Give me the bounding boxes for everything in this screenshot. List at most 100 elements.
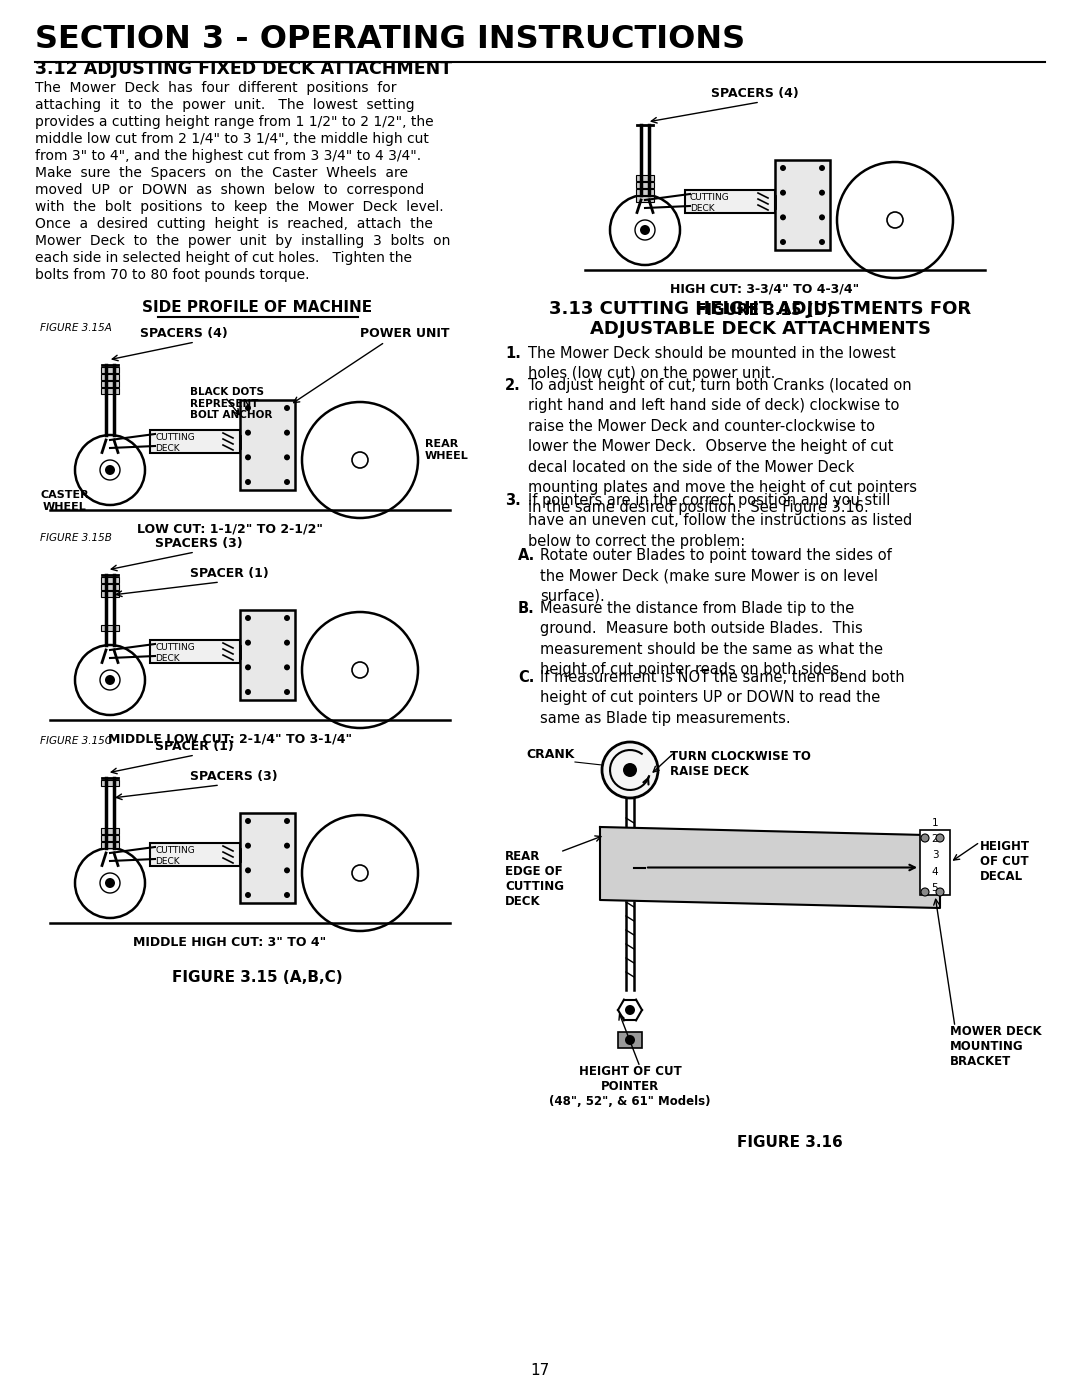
Circle shape [921, 834, 929, 842]
Circle shape [780, 190, 786, 196]
Text: 2: 2 [932, 834, 939, 844]
Circle shape [105, 877, 114, 888]
Circle shape [284, 615, 291, 622]
Text: Rotate outer Blades to point toward the sides of
the Mower Deck (make sure Mower: Rotate outer Blades to point toward the … [540, 548, 892, 604]
Text: MOWER DECK
MOUNTING
BRACKET: MOWER DECK MOUNTING BRACKET [950, 1025, 1041, 1067]
Text: HIGH CUT: 3-3/4" TO 4-3/4": HIGH CUT: 3-3/4" TO 4-3/4" [671, 284, 860, 296]
Circle shape [284, 868, 291, 873]
Text: A.: A. [518, 548, 536, 563]
Circle shape [245, 665, 251, 671]
Bar [240, 400, 295, 490]
Text: Mower  Deck  to  the  power  unit  by  installing  3  bolts  on: Mower Deck to the power unit by installi… [35, 235, 450, 249]
Bar [102, 624, 119, 631]
Text: 1.: 1. [505, 346, 521, 360]
Text: FIGURE 3.15A: FIGURE 3.15A [40, 323, 112, 332]
Text: FIGURE 3.16: FIGURE 3.16 [738, 1134, 842, 1150]
Bar [102, 577, 119, 583]
Text: DECK: DECK [156, 444, 179, 453]
Text: SPACERS (3): SPACERS (3) [156, 536, 243, 550]
Text: SPACER (1): SPACER (1) [190, 567, 269, 580]
Bar [150, 842, 240, 866]
Circle shape [245, 405, 251, 411]
Circle shape [105, 465, 114, 475]
Bar [102, 367, 119, 373]
Circle shape [245, 868, 251, 873]
Text: DECK: DECK [156, 856, 179, 866]
Text: POWER UNIT: POWER UNIT [360, 327, 449, 339]
Text: Once  a  desired  cutting  height  is  reached,  attach  the: Once a desired cutting height is reached… [35, 217, 433, 231]
Text: CUTTING: CUTTING [690, 193, 730, 203]
Circle shape [936, 834, 944, 842]
Text: CUTTING: CUTTING [156, 433, 194, 441]
Text: SPACERS (4): SPACERS (4) [140, 327, 228, 339]
Bar [775, 161, 831, 250]
Bar [102, 381, 119, 387]
Text: CASTER
WHEEL: CASTER WHEEL [41, 490, 90, 511]
Text: FIGURE 3.15 (A,B,C): FIGURE 3.15 (A,B,C) [172, 970, 342, 985]
Text: FIGURE 3.15 (D): FIGURE 3.15 (D) [697, 303, 834, 319]
Text: FIGURE 3.15C: FIGURE 3.15C [40, 736, 112, 746]
Text: 2.: 2. [505, 379, 521, 393]
Text: moved  UP  or  DOWN  as  shown  below  to  correspond: moved UP or DOWN as shown below to corre… [35, 183, 424, 197]
Text: 1: 1 [932, 819, 939, 828]
Circle shape [245, 640, 251, 645]
Text: B.: B. [518, 601, 535, 616]
Text: REAR
EDGE OF
CUTTING
DECK: REAR EDGE OF CUTTING DECK [505, 849, 564, 908]
Text: SIDE PROFILE OF MACHINE: SIDE PROFILE OF MACHINE [143, 300, 373, 314]
Circle shape [284, 665, 291, 671]
Bar [150, 640, 240, 664]
Bar [102, 842, 119, 848]
Bar [685, 190, 775, 212]
Circle shape [819, 190, 825, 196]
Text: with  the  bolt  positions  to  keep  the  Mower  Deck  level.: with the bolt positions to keep the Mowe… [35, 200, 444, 214]
Text: bolts from 70 to 80 foot pounds torque.: bolts from 70 to 80 foot pounds torque. [35, 268, 310, 282]
Text: HEIGHT OF CUT
POINTER
(48", 52", & 61" Models): HEIGHT OF CUT POINTER (48", 52", & 61" M… [550, 1065, 711, 1108]
Circle shape [245, 430, 251, 436]
Text: attaching  it  to  the  power  unit.   The  lowest  setting: attaching it to the power unit. The lowe… [35, 98, 415, 112]
Text: 3: 3 [932, 851, 939, 861]
Circle shape [245, 615, 251, 622]
Text: MIDDLE HIGH CUT: 3" TO 4": MIDDLE HIGH CUT: 3" TO 4" [133, 936, 326, 949]
Text: from 3" to 4", and the highest cut from 3 3/4" to 4 3/4".: from 3" to 4", and the highest cut from … [35, 149, 421, 163]
Text: 4: 4 [932, 866, 939, 877]
Circle shape [625, 1004, 635, 1016]
Bar [102, 591, 119, 597]
Circle shape [245, 893, 251, 898]
Text: Make  sure  the  Spacers  on  the  Caster  Wheels  are: Make sure the Spacers on the Caster Whee… [35, 166, 408, 180]
Bar [240, 610, 295, 700]
Text: each side in selected height of cut holes.   Tighten the: each side in selected height of cut hole… [35, 251, 411, 265]
Polygon shape [600, 827, 940, 908]
Text: CUTTING: CUTTING [156, 643, 194, 652]
Circle shape [921, 888, 929, 895]
Text: 5: 5 [932, 883, 939, 893]
Circle shape [936, 888, 944, 895]
Text: DECK: DECK [156, 654, 179, 664]
Text: 3.13 CUTTING HEIGHT ADJUSTMENTS FOR: 3.13 CUTTING HEIGHT ADJUSTMENTS FOR [549, 300, 971, 319]
Text: FIGURE 3.15B: FIGURE 3.15B [40, 534, 112, 543]
Circle shape [623, 763, 637, 777]
Text: HEIGHT
OF CUT
DECAL: HEIGHT OF CUT DECAL [980, 840, 1030, 883]
Bar [920, 830, 950, 895]
Circle shape [819, 214, 825, 221]
Text: If measurement is NOT the same, then bend both
height of cut pointers UP or DOWN: If measurement is NOT the same, then ben… [540, 671, 905, 726]
Text: C.: C. [518, 671, 535, 685]
Bar [636, 189, 654, 196]
Circle shape [245, 454, 251, 461]
Text: CRANK: CRANK [527, 749, 575, 761]
Bar [102, 374, 119, 380]
Circle shape [780, 239, 786, 244]
Text: provides a cutting height range from 1 1/2" to 2 1/2", the: provides a cutting height range from 1 1… [35, 115, 434, 129]
Text: Measure the distance from Blade tip to the
ground.  Measure both outside Blades.: Measure the distance from Blade tip to t… [540, 601, 883, 678]
Text: LOW CUT: 1-1/2" TO 2-1/2": LOW CUT: 1-1/2" TO 2-1/2" [137, 522, 323, 536]
Bar [618, 1032, 642, 1048]
Text: ADJUSTABLE DECK ATTACHMENTS: ADJUSTABLE DECK ATTACHMENTS [590, 320, 931, 338]
Bar [240, 813, 295, 902]
Circle shape [640, 225, 650, 235]
Bar [636, 196, 654, 203]
Circle shape [780, 165, 786, 170]
Bar [102, 584, 119, 590]
Circle shape [602, 742, 658, 798]
Bar [102, 388, 119, 394]
Circle shape [245, 842, 251, 848]
Circle shape [284, 842, 291, 848]
